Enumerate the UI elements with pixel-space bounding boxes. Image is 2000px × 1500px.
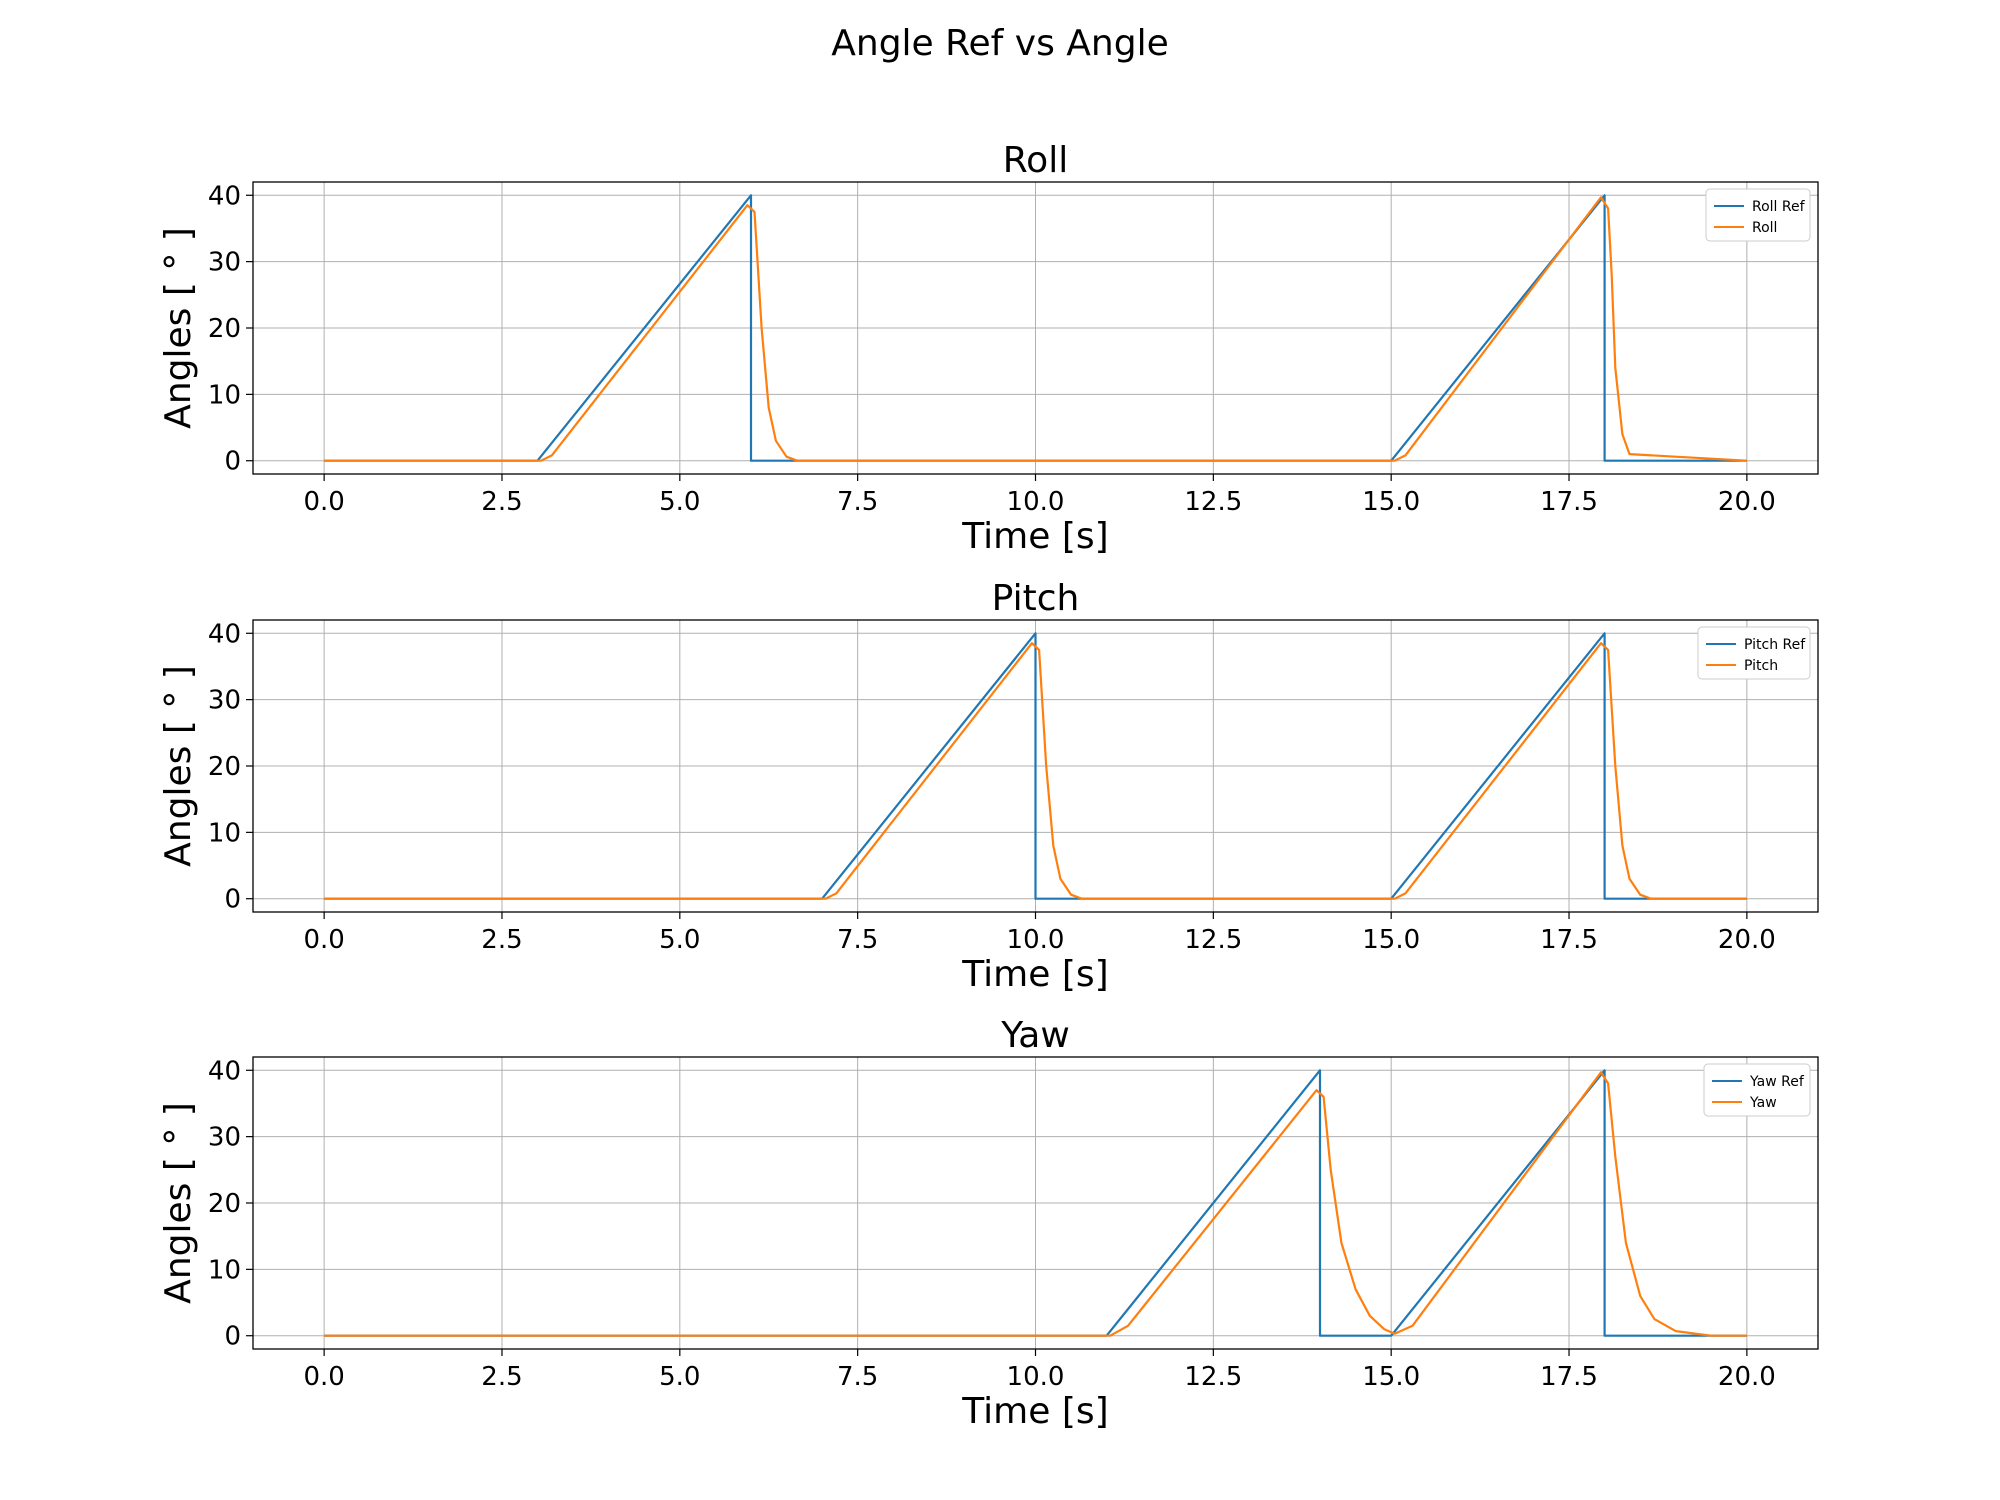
x-tick-label: 5.0 — [659, 925, 700, 955]
x-tick-label: 0.0 — [303, 1362, 344, 1392]
legend-entry: Yaw — [1749, 1095, 1777, 1111]
yaw-panel: 0.0 2.5 5.0 7.5 10.0 12.5 15.0 17.5 20.0 0 10 20 30 4… — [158, 1015, 1819, 1432]
pitch-panel: 0.0 2.5 5.0 7.5 10.0 12.5 15.0 17.5 20.0 0 10 20 30 4… — [158, 578, 1819, 995]
legend-entry: Yaw Ref — [1749, 1074, 1805, 1090]
legend-entry: Pitch — [1744, 658, 1778, 674]
y-tick-label: 20 — [208, 752, 241, 782]
x-tick-label: 7.5 — [837, 925, 878, 955]
x-tick-label: 2.5 — [481, 1362, 522, 1392]
y-tick-label: 40 — [208, 181, 241, 211]
panel-title: Roll — [1003, 140, 1068, 181]
x-tick-label: 12.5 — [1184, 487, 1242, 517]
figure-title: Angle Ref vs Angle — [831, 23, 1169, 64]
series-line-yaw-ref — [324, 1069, 1747, 1337]
x-tick-label: 5.0 — [659, 1362, 700, 1392]
x-tick-label: 10.0 — [1007, 487, 1065, 517]
x-tick-label: 0.0 — [303, 487, 344, 517]
legend: Pitch Ref Pitch — [1697, 626, 1811, 680]
x-axis-label: Time [s] — [961, 1391, 1108, 1432]
y-tick-label: 20 — [208, 1189, 241, 1219]
x-tick-label: 20.0 — [1718, 487, 1776, 517]
legend: Yaw Ref Yaw — [1703, 1063, 1811, 1117]
legend-entry: Pitch Ref — [1744, 637, 1806, 653]
x-tick-label: 15.0 — [1362, 925, 1420, 955]
y-tick-label: 10 — [208, 1255, 241, 1285]
x-tick-label: 12.5 — [1184, 925, 1242, 955]
legend-entry: Roll Ref — [1752, 199, 1806, 215]
x-tick-label: 2.5 — [481, 925, 522, 955]
x-tick-label: 10.0 — [1007, 1362, 1065, 1392]
y-tick-label: 0 — [224, 447, 241, 477]
y-tick-label: 30 — [208, 1123, 241, 1153]
y-axis-label: Angles [ ° ] — [158, 665, 199, 867]
y-tick-label: 0 — [224, 885, 241, 915]
x-tick-label: 2.5 — [481, 487, 522, 517]
x-tick-label: 7.5 — [837, 487, 878, 517]
x-tick-label: 10.0 — [1007, 925, 1065, 955]
y-axis-label: Angles [ ° ] — [158, 227, 199, 429]
y-tick-label: 20 — [208, 314, 241, 344]
x-tick-label: 7.5 — [837, 1362, 878, 1392]
x-tick-label: 5.0 — [659, 487, 700, 517]
legend-entry: Roll — [1752, 220, 1777, 236]
y-tick-label: 40 — [208, 619, 241, 649]
x-tick-label: 20.0 — [1718, 1362, 1776, 1392]
roll-panel: 0.0 2.5 5.0 7.5 10.0 12.5 15.0 17.5 20.0 0 10 20 30 4… — [158, 140, 1819, 557]
y-tick-label: 10 — [208, 380, 241, 410]
series-line-yaw — [324, 1071, 1747, 1337]
x-tick-label: 12.5 — [1184, 1362, 1242, 1392]
x-tick-label: 17.5 — [1540, 487, 1598, 517]
y-tick-label: 40 — [208, 1056, 241, 1086]
series-line-roll — [324, 196, 1747, 462]
x-axis-label: Time [s] — [961, 516, 1108, 557]
x-tick-label: 15.0 — [1362, 1362, 1420, 1392]
x-tick-label: 0.0 — [303, 925, 344, 955]
x-tick-label: 17.5 — [1540, 1362, 1598, 1392]
x-tick-label: 20.0 — [1718, 925, 1776, 955]
y-tick-label: 30 — [208, 248, 241, 278]
x-tick-label: 15.0 — [1362, 487, 1420, 517]
y-axis-label: Angles [ ° ] — [158, 1102, 199, 1304]
y-tick-label: 30 — [208, 686, 241, 716]
legend: Roll Ref Roll — [1705, 188, 1811, 242]
x-tick-label: 17.5 — [1540, 925, 1598, 955]
panel-title: Yaw — [1000, 1015, 1070, 1056]
y-tick-label: 0 — [224, 1322, 241, 1352]
panel-title: Pitch — [992, 578, 1080, 619]
y-tick-label: 10 — [208, 818, 241, 848]
series-line-pitch — [324, 642, 1747, 900]
x-axis-label: Time [s] — [961, 954, 1108, 995]
